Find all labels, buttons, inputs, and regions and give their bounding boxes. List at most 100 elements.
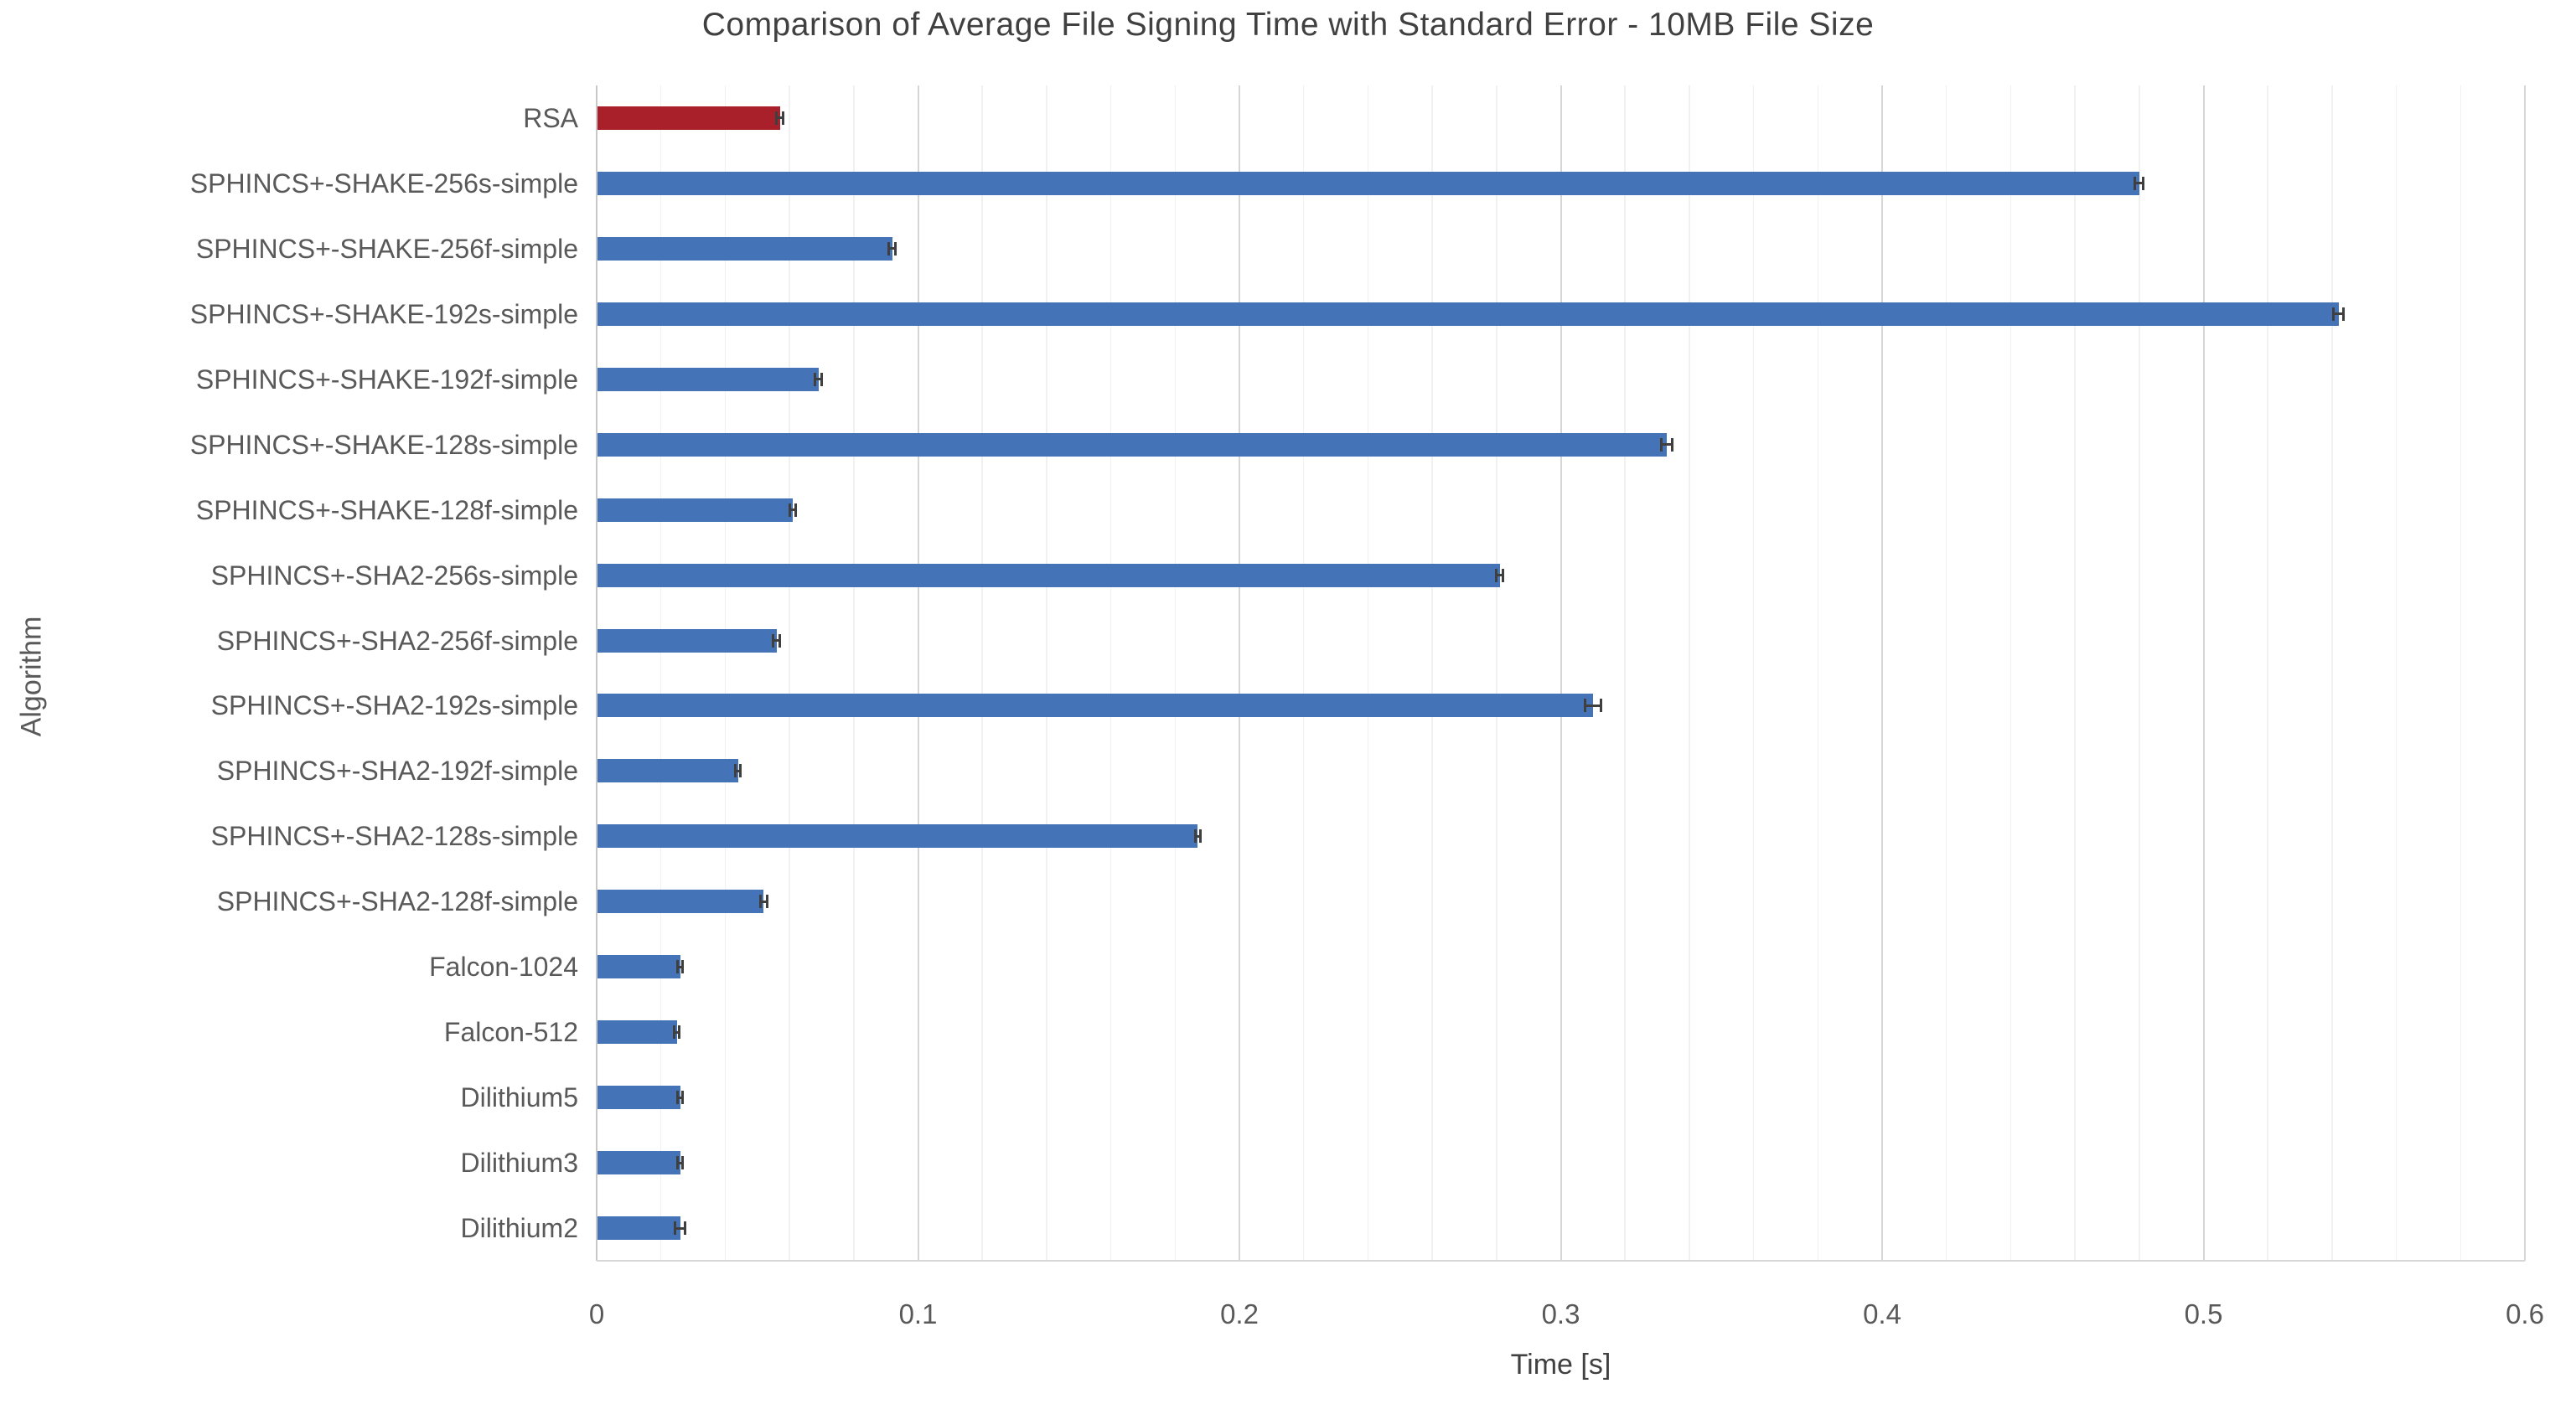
category-label: SPHINCS+-SHA2-128s-simple	[210, 821, 578, 852]
category-label: SPHINCS+-SHAKE-128s-simple	[189, 429, 578, 460]
error-bar-line	[776, 116, 784, 120]
minor-gridline	[724, 85, 727, 1261]
minor-gridline	[981, 85, 983, 1261]
x-tick-label: 0.6	[2506, 1298, 2544, 1329]
bar-highlight	[597, 106, 780, 130]
error-bar-line	[1585, 704, 1601, 707]
minor-gridline	[1496, 85, 1497, 1261]
error-bar-cap-left	[676, 960, 680, 974]
error-bar-cap-left	[788, 503, 791, 517]
minor-gridline	[853, 85, 855, 1261]
minor-gridline	[1624, 85, 1626, 1261]
bar	[597, 367, 819, 391]
category-label: SPHINCS+-SHAKE-128f-simple	[195, 494, 578, 525]
error-bar-cap-left	[1583, 699, 1586, 713]
bar	[597, 1216, 680, 1241]
bar	[597, 890, 764, 914]
error-bar-cap-right	[894, 241, 897, 256]
major-gridline	[1881, 85, 1883, 1261]
x-axis-title: Time [s]	[1510, 1349, 1611, 1381]
minor-gridline	[2331, 85, 2333, 1261]
error-bar-cap-left	[674, 1221, 677, 1236]
major-gridline	[1560, 85, 1562, 1261]
minor-gridline	[789, 85, 790, 1261]
category-label: SPHINCS+-SHAKE-256s-simple	[189, 168, 578, 199]
category-label: Falcon-1024	[429, 952, 578, 983]
error-bar-cap-right	[681, 1091, 685, 1105]
error-bar-cap-left	[1193, 829, 1197, 844]
error-bar-line	[2333, 312, 2344, 316]
category-label: SPHINCS+-SHA2-192s-simple	[210, 690, 578, 721]
x-axis-line	[597, 1260, 2525, 1262]
minor-gridline	[1945, 85, 1948, 1261]
error-bar-cap-right	[2142, 176, 2145, 190]
category-label: Dilithium2	[460, 1213, 578, 1244]
error-bar-line	[815, 378, 822, 381]
major-gridline	[1239, 85, 1240, 1261]
minor-gridline	[2460, 85, 2462, 1261]
bar	[597, 432, 1668, 457]
error-bar-cap-right	[1599, 699, 1602, 713]
x-tick-label: 0.5	[2184, 1298, 2223, 1329]
error-bar-cap-right	[1501, 568, 1504, 582]
x-tick-label: 0.1	[898, 1298, 938, 1329]
error-bar-cap-right	[739, 764, 742, 778]
error-bar-line	[888, 247, 896, 250]
error-bar-cap-right	[1198, 829, 1202, 844]
bar	[597, 563, 1500, 587]
bar	[597, 171, 2139, 195]
bar	[597, 1086, 680, 1110]
bar	[597, 694, 1593, 718]
error-bar-cap-right	[794, 503, 798, 517]
bar	[597, 498, 793, 522]
minor-gridline	[2139, 85, 2140, 1261]
error-bar-cap-left	[673, 1025, 676, 1040]
minor-gridline	[2074, 85, 2076, 1261]
x-tick-label: 0	[588, 1298, 605, 1329]
bar	[597, 628, 777, 653]
error-bar-line	[677, 965, 683, 968]
error-bar-line	[675, 1226, 685, 1230]
error-bar-line	[1661, 443, 1673, 446]
bar	[597, 236, 892, 261]
error-bar-cap-right	[2341, 307, 2345, 321]
minor-gridline	[1689, 85, 1690, 1261]
major-gridline	[917, 85, 919, 1261]
error-bar-line	[735, 769, 741, 772]
bar	[597, 759, 738, 783]
minor-gridline	[1110, 85, 1112, 1261]
error-bar-cap-left	[676, 1091, 680, 1105]
category-label: SPHINCS+-SHA2-256f-simple	[216, 625, 578, 656]
error-bar-line	[1496, 574, 1503, 577]
error-bar-cap-right	[778, 633, 782, 648]
error-bar-cap-right	[683, 1221, 686, 1236]
category-label: RSA	[523, 102, 578, 133]
bar	[597, 302, 2339, 326]
x-tick-label: 0.2	[1220, 1298, 1259, 1329]
error-bar-cap-left	[1495, 568, 1498, 582]
minor-gridline	[1302, 85, 1305, 1261]
error-bar-cap-right	[820, 372, 823, 386]
minor-gridline	[1817, 85, 1819, 1261]
major-gridline	[2202, 85, 2205, 1261]
error-bar-cap-right	[678, 1025, 681, 1040]
category-label: Dilithium5	[460, 1082, 578, 1113]
error-bar-cap-left	[1660, 437, 1663, 452]
error-bar-cap-left	[887, 241, 891, 256]
error-bar-cap-right	[781, 111, 784, 125]
minor-gridline	[660, 85, 662, 1261]
error-bar-line	[674, 1030, 680, 1034]
category-label: SPHINCS+-SHAKE-192f-simple	[195, 364, 578, 395]
error-bar-line	[773, 639, 780, 643]
error-bar-cap-right	[765, 895, 768, 909]
category-label: Falcon-512	[443, 1017, 578, 1048]
error-bar-cap-right	[681, 1156, 685, 1170]
minor-gridline	[2267, 85, 2268, 1261]
category-label: Dilithium3	[460, 1148, 578, 1179]
category-label: SPHINCS+-SHA2-128f-simple	[216, 886, 578, 917]
minor-gridline	[2395, 85, 2398, 1261]
bar	[597, 824, 1198, 849]
category-label: SPHINCS+-SHAKE-192s-simple	[189, 298, 578, 329]
error-bar-cap-right	[1671, 437, 1674, 452]
